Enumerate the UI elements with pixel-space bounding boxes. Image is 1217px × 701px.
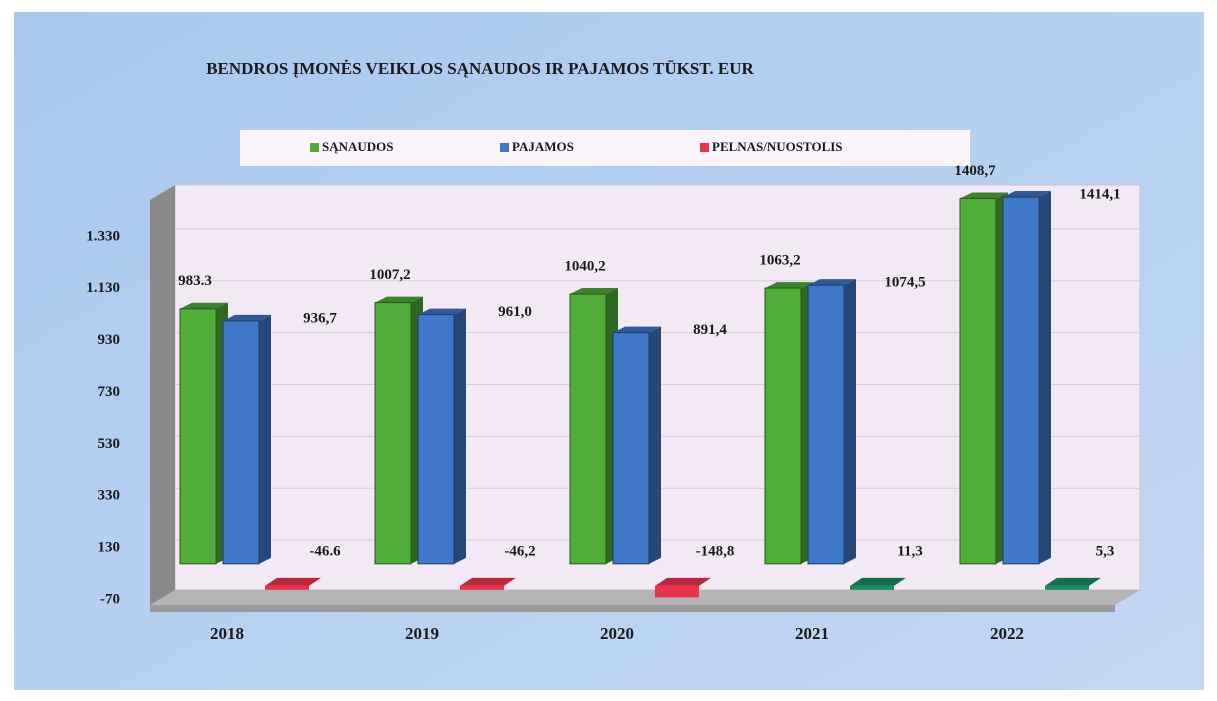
- bar-top: [418, 308, 466, 315]
- side-wall: [150, 185, 175, 605]
- y-tick-label: 930: [98, 332, 121, 348]
- bar: [959, 197, 997, 565]
- y-tick-label: -70: [100, 591, 120, 607]
- bar: [764, 287, 802, 565]
- legend-label: PAJAMOS: [512, 139, 574, 154]
- x-tick-label: 2022: [990, 624, 1024, 643]
- y-tick-label: 530: [98, 436, 121, 452]
- y-tick-label: 330: [98, 488, 121, 504]
- bar-side: [1039, 191, 1051, 564]
- value-label: 5,3: [1096, 543, 1115, 559]
- x-tick-label: 2018: [210, 624, 244, 643]
- value-label: 891,4: [693, 322, 727, 338]
- bar-top: [765, 282, 813, 289]
- bar-top: [180, 302, 228, 309]
- x-tick-label: 2021: [795, 624, 829, 643]
- bar-top: [850, 577, 906, 586]
- bar: [1002, 196, 1040, 565]
- bar-top: [808, 279, 856, 286]
- legend-label: SĄNAUDOS: [322, 139, 394, 154]
- value-label: -148,8: [696, 543, 735, 559]
- value-label: 1074,5: [884, 275, 925, 291]
- bar: [417, 314, 455, 565]
- y-tick-label: 1.330: [86, 228, 120, 244]
- bar-top: [1045, 577, 1101, 586]
- value-label: 983.3: [178, 273, 212, 289]
- bar: [374, 302, 412, 565]
- bar-top: [223, 314, 271, 321]
- floor-edge: [150, 605, 1115, 612]
- bar: [612, 332, 650, 565]
- y-tick-label: 730: [98, 384, 121, 400]
- value-label: 936,7: [303, 310, 337, 326]
- bar: [179, 308, 217, 565]
- x-tick-label: 2020: [600, 624, 634, 643]
- bar-top: [960, 192, 1008, 199]
- bar-side: [649, 326, 661, 564]
- y-tick-label: 130: [98, 540, 121, 556]
- value-label: -46,2: [504, 543, 535, 559]
- legend-marker: [700, 143, 709, 152]
- value-label: 1063,2: [759, 253, 800, 269]
- legend-marker: [310, 143, 319, 152]
- bar: [222, 320, 260, 565]
- value-label: 11,3: [897, 543, 922, 559]
- bar: [1045, 585, 1089, 590]
- bar-top: [460, 577, 516, 586]
- value-label: 1040,2: [564, 258, 605, 274]
- bar-top: [570, 288, 618, 295]
- legend-box: [240, 130, 970, 166]
- bar: [850, 585, 894, 590]
- value-label: 1414,1: [1079, 186, 1120, 202]
- legend-label: PELNAS/NUOSTOLIS: [712, 139, 843, 154]
- bar-top: [375, 296, 423, 303]
- value-label: 1408,7: [954, 163, 996, 179]
- chart-title: BENDROS ĮMONĖS VEIKLOS SĄNAUDOS IR PAJAM…: [206, 59, 754, 78]
- bar: [265, 585, 309, 590]
- bar-side: [454, 308, 466, 564]
- bar-top: [265, 577, 321, 586]
- bar-top: [655, 577, 711, 586]
- bar: [807, 284, 845, 565]
- value-label: 1007,2: [369, 267, 410, 283]
- bar: [460, 585, 504, 590]
- bar-side: [259, 314, 271, 564]
- bar-top: [613, 326, 661, 333]
- floor: [150, 590, 1140, 605]
- bar-top: [1003, 191, 1051, 198]
- bar: [569, 293, 607, 565]
- value-label: 961,0: [498, 304, 532, 320]
- legend-marker: [500, 143, 509, 152]
- bar: [655, 585, 699, 598]
- x-tick-label: 2019: [405, 624, 439, 643]
- y-tick-label: 1.130: [86, 280, 120, 296]
- value-label: -46.6: [309, 543, 341, 559]
- bar-side: [844, 279, 856, 564]
